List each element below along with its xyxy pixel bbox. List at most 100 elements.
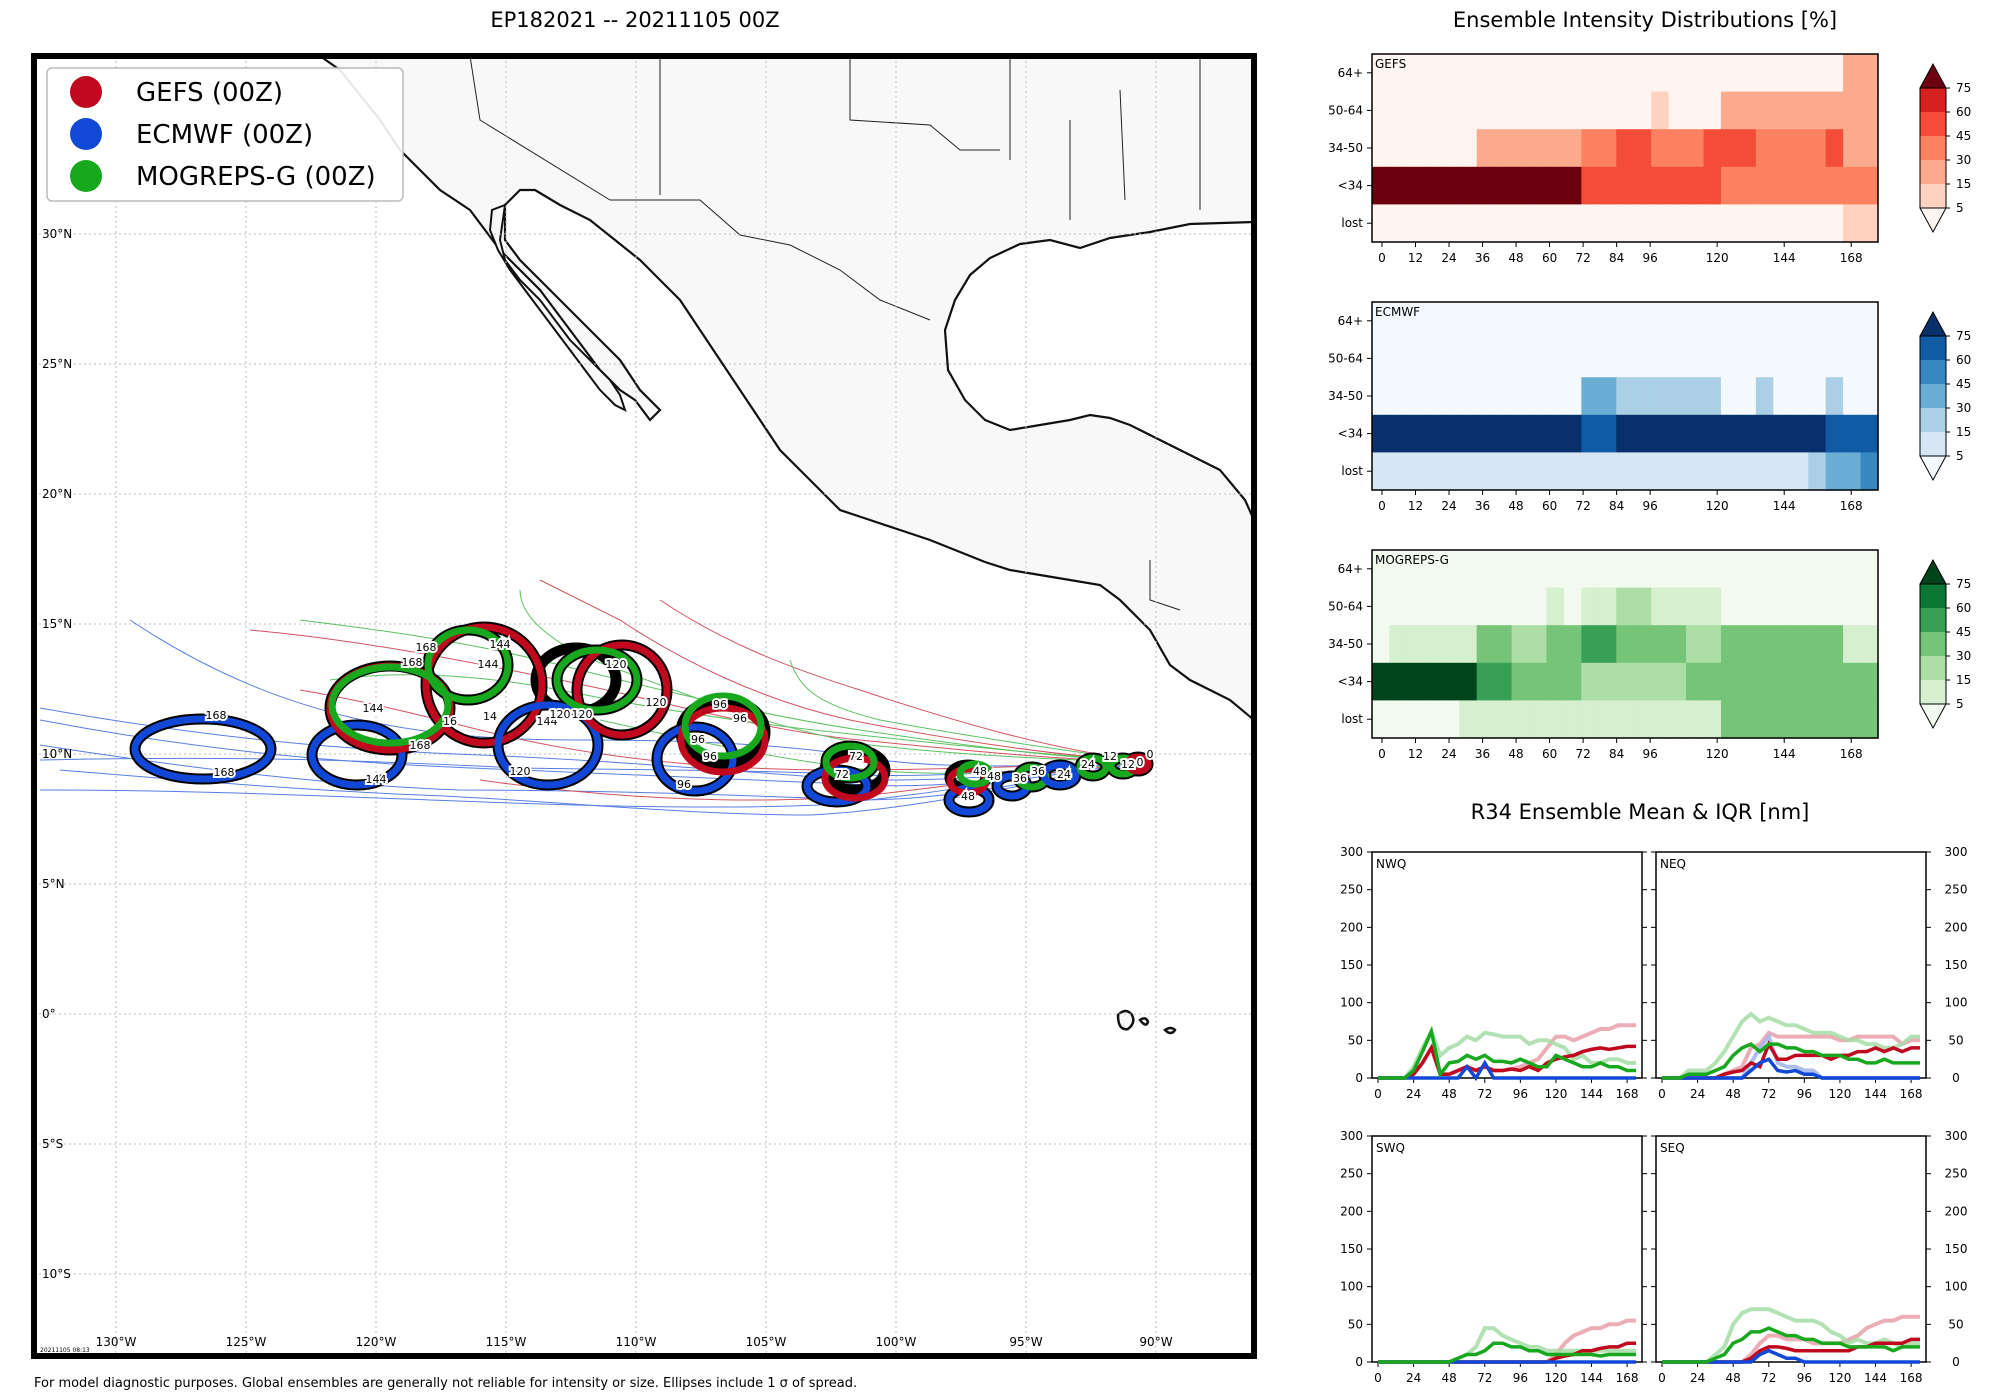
- heatmap-cell: [1581, 662, 1600, 701]
- ecmwf-ellipse-48h: [945, 784, 993, 816]
- heatmap-cell: [1406, 204, 1425, 243]
- heatmap-cell: [1686, 91, 1705, 130]
- hour-label: 168: [402, 656, 423, 669]
- heatmap-cell: [1476, 339, 1495, 378]
- footnote: For model diagnostic purposes. Global en…: [34, 1376, 858, 1391]
- heatmap-cell: [1511, 662, 1530, 701]
- heatmap-cell: [1773, 339, 1792, 378]
- heatmap-cell: [1476, 302, 1495, 341]
- heatmap-cell: [1459, 625, 1478, 664]
- heatmap-cell: [1633, 339, 1652, 378]
- r34-mean-line-mogreps-g: [1662, 1042, 1920, 1080]
- heatmap-cell: [1860, 54, 1879, 93]
- heatmap-cell: [1703, 204, 1722, 243]
- lat-tick: 30°N: [42, 227, 72, 241]
- map-title: EP182021 -- 20211105 00Z: [490, 8, 780, 32]
- intensity-heatmaps: GEFS 64+ 50-64 34-50 <34 lost 0 12 24 36 48 60 72 84 9…: [1328, 53, 1971, 761]
- heatmap-cell: [1773, 377, 1792, 416]
- hour-label: 96: [691, 733, 705, 746]
- heatmap-cell: [1703, 129, 1722, 168]
- heatmap-cell: [1790, 700, 1809, 739]
- lon-tick: 120°W: [356, 1335, 397, 1349]
- heatmap-cell: [1738, 452, 1757, 491]
- heatmap-cell: [1651, 91, 1670, 130]
- heatmap-cell: [1668, 587, 1687, 626]
- heatmap-cell: [1441, 662, 1460, 701]
- r34-y-tick-label: 100: [1340, 1280, 1363, 1294]
- heatmap-cell: [1808, 302, 1827, 341]
- heatmap-cell: [1581, 452, 1600, 491]
- heatmap-cell: [1476, 452, 1495, 491]
- heatmap-cell: [1651, 662, 1670, 701]
- heatmap-cell: [1843, 302, 1862, 341]
- heatmap-cell: [1459, 302, 1478, 341]
- colorbar-segment: [1920, 432, 1946, 456]
- heatmap-cell: [1598, 662, 1617, 701]
- galapagos-islands: [1116, 1009, 1177, 1035]
- heatmap-cell: [1686, 339, 1705, 378]
- heatmap-cell: [1790, 452, 1809, 491]
- heatmap-cell: [1616, 414, 1635, 453]
- r34-x-tick-label: 144: [1580, 1371, 1603, 1385]
- heatmap-cell: [1546, 339, 1565, 378]
- heatmap-cell: [1372, 700, 1391, 739]
- heatmap-cell: [1790, 204, 1809, 243]
- heatmap-cell: [1441, 166, 1460, 205]
- heatmap-cell: [1860, 625, 1879, 664]
- hour-label: 144: [478, 658, 499, 671]
- colorbar-tick-label: 15: [1956, 673, 1971, 687]
- heatmap-cell: [1755, 54, 1774, 93]
- heatmap-cell: [1738, 662, 1757, 701]
- heatmap-cell: [1755, 452, 1774, 491]
- r34-mean-line-mogreps-g: [1378, 1025, 1636, 1080]
- heatmap-cell: [1825, 550, 1844, 589]
- heatmap-cell: [1668, 550, 1687, 589]
- heatmap-cell: [1529, 625, 1548, 664]
- x-tick-label: 12: [1408, 747, 1423, 761]
- colorbar-tick-label: 15: [1956, 425, 1971, 439]
- r34-y-tick-label: 0: [1952, 1071, 1960, 1085]
- heatmap-cell: [1389, 166, 1408, 205]
- hour-label: 96: [677, 778, 691, 791]
- heatmap-cell: [1755, 662, 1774, 701]
- heatmap-cell: [1616, 91, 1635, 130]
- heatmap-cell: [1389, 550, 1408, 589]
- heatmap-cell: [1843, 625, 1862, 664]
- heatmap-cell: [1860, 662, 1879, 701]
- heatmap-cell: [1424, 204, 1443, 243]
- heatmap-cell: [1668, 339, 1687, 378]
- heatmap-cell: [1546, 587, 1565, 626]
- x-tick-label: 48: [1508, 747, 1523, 761]
- heatmap-cell: [1651, 700, 1670, 739]
- heatmap-cell: [1529, 452, 1548, 491]
- r34-x-tick-label: 96: [1513, 1371, 1528, 1385]
- r34-x-tick-label: 0: [1658, 1371, 1666, 1385]
- heatmap-cell: [1651, 377, 1670, 416]
- mogreps-ellipse-12h: [1107, 754, 1139, 778]
- heatmap-cell: [1511, 550, 1530, 589]
- heatmap-cell: [1738, 54, 1757, 93]
- heatmap-cell: [1790, 587, 1809, 626]
- heatmap-cell: [1825, 166, 1844, 205]
- hour-label: 0: [1147, 748, 1154, 761]
- heatmap-cell: [1441, 700, 1460, 739]
- heatmap-cell: [1738, 91, 1757, 130]
- legend: GEFS (00Z) ECMWF (00Z) MOGREPS-G (00Z): [46, 67, 404, 202]
- colorbar-top-arrow: [1919, 310, 1947, 337]
- heatmap-cell: [1511, 166, 1530, 205]
- lat-tick: 25°N: [42, 357, 72, 371]
- x-tick-label: 144: [1773, 251, 1796, 265]
- heatmap-cell: [1860, 700, 1879, 739]
- heatmap-cell: [1459, 452, 1478, 491]
- lat-tick: 0°: [42, 1007, 56, 1021]
- track-map: 168 168 144 144 168 168 168 16 144 144 1…: [31, 53, 1257, 1359]
- r34-mean-line-mogreps-g: [1662, 1326, 1920, 1364]
- r34-x-tick-label: 168: [1900, 1371, 1923, 1385]
- heatmap-cell: [1372, 204, 1391, 243]
- r34-x-tick-label: 0: [1374, 1087, 1382, 1101]
- r34-x-tick-label: 24: [1690, 1371, 1705, 1385]
- heatmap-cell: [1389, 414, 1408, 453]
- heatmap-cell: [1843, 587, 1862, 626]
- heatmap-cell: [1372, 625, 1391, 664]
- x-tick-label: 120: [1706, 499, 1729, 513]
